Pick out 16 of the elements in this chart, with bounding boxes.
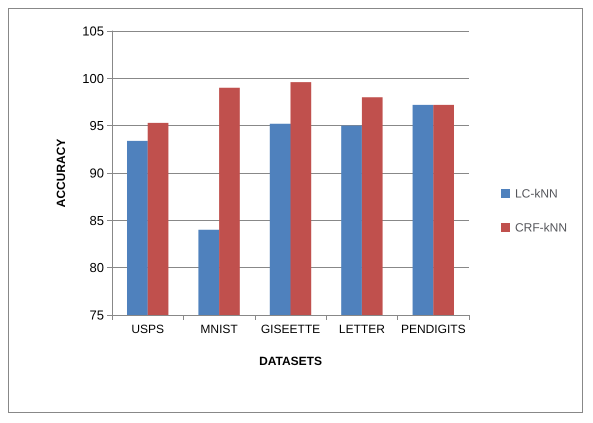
x-tick-label: GISEETTE xyxy=(260,322,320,336)
y-tick-label: 75 xyxy=(90,308,104,322)
y-tick-label: 105 xyxy=(82,24,104,38)
legend-label: LC-kNN xyxy=(515,186,558,200)
y-tick-label: 90 xyxy=(90,166,104,180)
x-tick-label: USPS xyxy=(131,322,164,336)
y-axis-title: ACCURACY xyxy=(54,138,68,208)
x-tick-label: MNIST xyxy=(200,322,238,336)
legend-label: CRF-kNN xyxy=(515,220,568,234)
y-tick-label: 80 xyxy=(90,260,104,276)
y-tick-label: 85 xyxy=(90,212,104,228)
x-tick-label: LETTER xyxy=(338,322,386,336)
y-tick-label: 95 xyxy=(90,118,104,134)
x-tick-label: PENDIGITS xyxy=(400,322,466,336)
y-tick-label: 100 xyxy=(82,70,104,86)
x-axis-title: DATASETS xyxy=(259,354,322,368)
